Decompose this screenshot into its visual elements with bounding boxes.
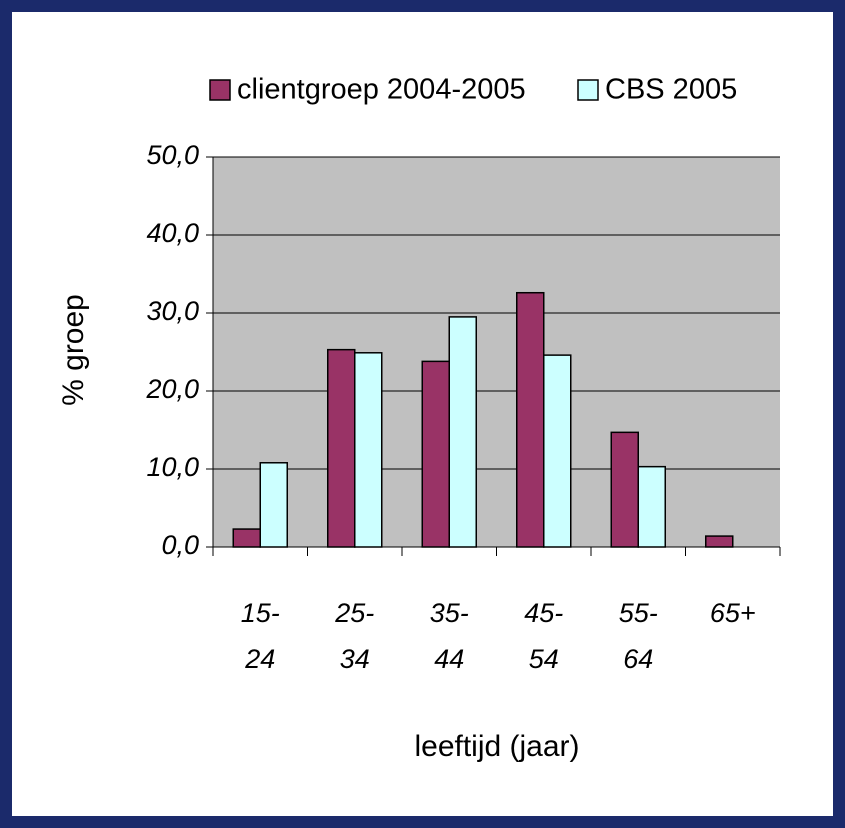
x-tick-label: 15-24 <box>240 598 280 674</box>
bar <box>421 360 450 548</box>
x-tick-label: 55-64 <box>618 598 658 674</box>
legend-swatch <box>577 79 599 101</box>
y-axis-label: % groep <box>57 294 90 406</box>
x-tick-label: 45-54 <box>524 598 564 674</box>
plot-area <box>213 157 780 547</box>
y-tick-label: 10,0 <box>146 452 199 482</box>
y-tick-label: 50,0 <box>146 140 199 170</box>
legend-label: clientgroep 2004-2005 <box>237 74 526 106</box>
x-tick-label: 65+ <box>709 598 756 628</box>
x-axis-label: leeftijd (jaar) <box>414 730 579 763</box>
bar <box>327 348 356 548</box>
bar <box>705 535 734 548</box>
x-tick-label: 25-34 <box>335 598 375 674</box>
y-tick-label: 30,0 <box>146 296 199 326</box>
bar <box>543 354 572 548</box>
bar <box>637 465 666 548</box>
legend-label: CBS 2005 <box>605 74 737 106</box>
bar <box>448 316 477 548</box>
y-tick-label: 0,0 <box>161 530 199 560</box>
x-tick-label: 35-44 <box>429 598 469 674</box>
y-tick-label: 40,0 <box>146 218 199 248</box>
y-tick-label: 20,0 <box>145 374 199 404</box>
bar <box>354 352 383 548</box>
bar <box>259 462 288 548</box>
bar <box>610 431 639 548</box>
legend-swatch <box>209 79 231 101</box>
bar <box>516 291 545 548</box>
bar <box>232 528 261 548</box>
